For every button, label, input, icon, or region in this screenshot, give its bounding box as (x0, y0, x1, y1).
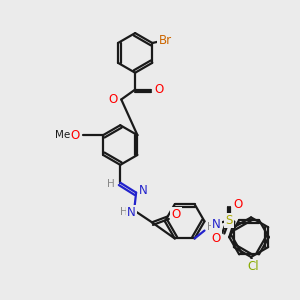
Text: O: O (71, 129, 80, 142)
Text: Me: Me (55, 130, 70, 140)
Text: O: O (212, 232, 221, 245)
Text: Cl: Cl (247, 260, 259, 273)
Text: H: H (207, 222, 214, 232)
Text: H: H (107, 179, 115, 189)
Text: H: H (120, 207, 128, 218)
Text: N: N (127, 206, 136, 219)
Text: S: S (226, 214, 233, 227)
Text: O: O (234, 198, 243, 211)
Text: Br: Br (159, 34, 172, 46)
Text: O: O (154, 83, 164, 96)
Text: N: N (139, 184, 147, 197)
Text: O: O (171, 208, 180, 221)
Text: O: O (109, 93, 118, 106)
Text: N: N (212, 218, 221, 231)
